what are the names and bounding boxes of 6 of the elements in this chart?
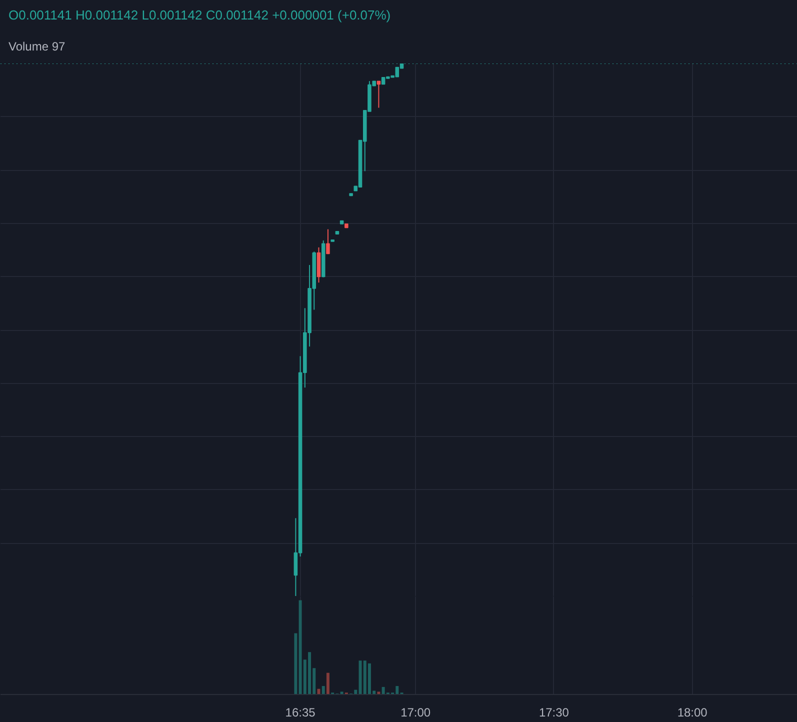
- x-tick-label: 18:00: [677, 706, 708, 720]
- chart-subtitle: O0.001141 H0.001142 L0.001142 C0.001142 +0.000001 (+0.07%): [8, 8, 391, 22]
- x-tick-label: 17:00: [400, 706, 431, 720]
- x-tick-label: 16:35: [285, 706, 316, 720]
- text: Volume 97: [8, 40, 66, 54]
- x-tick-label: 17:30: [538, 706, 570, 720]
